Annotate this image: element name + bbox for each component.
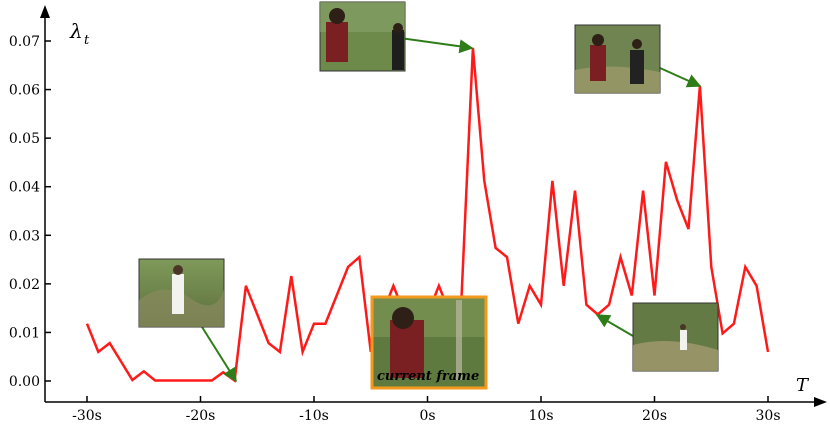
x-tick-label: -30s (72, 408, 102, 424)
frame-thumbnail-3 (574, 24, 661, 94)
x-tick-label: 20s (642, 408, 667, 424)
current-frame-label: current frame (377, 369, 479, 384)
x-tick-label: -20s (186, 408, 216, 424)
y-axis-label-subscript: t (84, 33, 90, 48)
frame-thumbnail-4 (632, 302, 719, 372)
y-axis-arrow (40, 5, 50, 18)
annotation-arrow-4 (595, 314, 634, 337)
x-axis-label: T (796, 375, 810, 396)
current-frame-highlight-border (370, 295, 488, 390)
x-tick-label: 10s (529, 408, 554, 424)
y-tick-label: 0.05 (9, 131, 40, 147)
y-tick-label: 0.06 (9, 83, 40, 99)
frame-thumbnail-2 (319, 1, 406, 72)
x-ticks: -30s -20s -10s 0s 10s 20s 30s (72, 396, 781, 424)
y-tick-label: 0.07 (9, 34, 40, 50)
y-tick-label: 0.00 (9, 374, 40, 390)
frame-thumbnail-1 (138, 258, 225, 328)
y-tick-label: 0.02 (9, 277, 40, 293)
y-tick-label: 0.04 (9, 180, 40, 196)
x-axis-arrow (814, 397, 827, 407)
x-tick-label: 30s (756, 408, 781, 424)
annotation-arrow-3 (659, 67, 702, 88)
y-tick-label: 0.03 (9, 228, 40, 244)
current-frame-thumbnail: current frame (370, 295, 488, 390)
y-tick-label: 0.01 (9, 325, 40, 341)
x-tick-label: 0s (419, 408, 435, 424)
y-ticks: 0.00 0.01 0.02 0.03 0.04 0.05 0.06 0.07 (9, 34, 51, 390)
y-axis-label: λ (69, 19, 83, 43)
x-tick-label: -10s (299, 408, 329, 424)
